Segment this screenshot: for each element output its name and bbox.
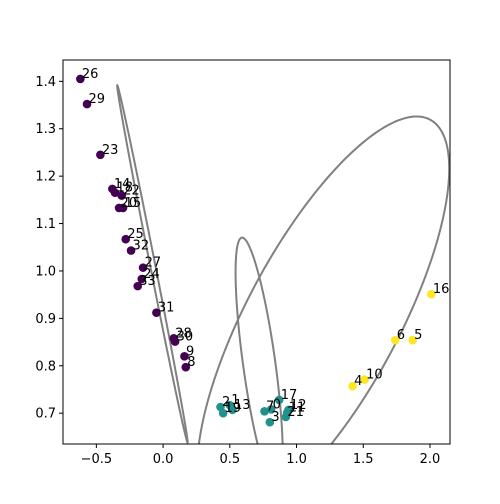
point-layer [76, 74, 436, 427]
data-point-6 [390, 335, 400, 345]
y-tick-label: 0.7 [35, 407, 56, 422]
point-label-28: 28 [175, 326, 192, 341]
point-label-9: 9 [186, 344, 194, 359]
y-tick-label: 1.0 [35, 264, 56, 279]
point-label-32: 32 [133, 239, 150, 254]
y-tick-label: 1.1 [35, 217, 56, 232]
data-point-27 [138, 263, 148, 272]
data-point-10 [360, 375, 369, 384]
point-label-27: 27 [145, 256, 162, 271]
data-point-18 [110, 188, 120, 198]
point-label-0: 0 [273, 397, 281, 412]
y-tick-label: 0.9 [35, 312, 56, 327]
point-label-21: 21 [287, 405, 304, 420]
point-label-17: 17 [281, 388, 298, 403]
x-axis: −0.5 0.0 0.5 1.0 1.5 2.0 [81, 444, 441, 467]
data-point-9 [180, 352, 189, 361]
data-point-23 [96, 150, 105, 160]
x-tick-label: −0.5 [81, 452, 113, 467]
point-label-25: 25 [127, 227, 144, 242]
data-point-4 [348, 381, 357, 391]
point-label-13: 13 [234, 398, 251, 413]
point-label-1: 1 [231, 393, 239, 408]
y-tick-label: 1.2 [35, 170, 56, 185]
data-point-19 [218, 408, 228, 418]
point-label-18: 18 [117, 181, 134, 196]
data-point-5 [408, 335, 417, 345]
point-label-11: 11 [289, 401, 306, 416]
data-point-22 [117, 191, 127, 200]
data-point-26 [76, 74, 85, 84]
point-label-30: 30 [177, 330, 194, 345]
point-label-24: 24 [143, 267, 160, 282]
point-label-15: 15 [125, 196, 142, 211]
point-label-26: 26 [82, 67, 99, 82]
point-label-8: 8 [187, 355, 195, 370]
data-point-32 [126, 246, 136, 255]
data-point-13 [228, 405, 237, 415]
point-label-4: 4 [354, 374, 362, 389]
y-tick-label: 1.3 [35, 122, 56, 137]
point-label-20: 20 [121, 196, 138, 211]
point-label-14: 14 [114, 177, 131, 192]
point-label-3: 3 [271, 410, 279, 425]
point-label-31: 31 [158, 301, 175, 316]
x-tick-label: 1.0 [286, 452, 307, 467]
point-label-19: 19 [225, 401, 242, 416]
x-tick-label: 2.0 [420, 452, 441, 467]
point-label-6: 6 [397, 328, 405, 343]
data-point-7 [260, 406, 269, 416]
data-point-3 [265, 417, 275, 427]
point-label-16: 16 [433, 282, 450, 297]
x-tick-label: 0.5 [219, 452, 240, 467]
y-tick-label: 1.4 [35, 75, 56, 90]
point-label-5: 5 [414, 328, 422, 343]
point-label-7: 7 [266, 399, 274, 414]
x-tick-label: 0.0 [153, 452, 174, 467]
data-point-29 [82, 99, 92, 109]
point-label-12: 12 [290, 398, 307, 413]
point-label-23: 23 [102, 143, 119, 158]
data-point-24 [137, 274, 147, 284]
point-label-2: 2 [222, 395, 230, 410]
point-label-29: 29 [89, 92, 106, 107]
plot-frame [62, 59, 451, 445]
data-point-0 [266, 405, 276, 414]
data-point-30 [170, 337, 180, 346]
y-tick-label: 0.8 [35, 359, 56, 374]
data-point-17 [274, 395, 284, 405]
data-point-8 [181, 362, 191, 372]
data-point-16 [427, 289, 436, 299]
data-point-15 [118, 203, 128, 213]
data-point-33 [133, 281, 143, 291]
data-point-21 [281, 412, 291, 422]
x-tick-label: 1.5 [353, 452, 374, 467]
point-label-22: 22 [123, 184, 140, 199]
y-axis: 0.7 0.8 0.9 1.0 1.1 1.2 1.3 1.4 [35, 75, 63, 422]
point-label-33: 33 [139, 274, 156, 289]
data-point-31 [152, 308, 161, 317]
data-point-25 [121, 234, 131, 244]
cluster-ellipse-0 [116, 83, 189, 444]
point-label-10: 10 [366, 368, 383, 383]
